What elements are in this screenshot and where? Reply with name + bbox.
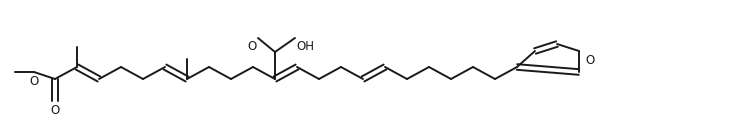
Text: O: O [248, 40, 257, 53]
Text: OH: OH [296, 40, 314, 53]
Text: O: O [29, 75, 39, 88]
Text: O: O [51, 104, 59, 117]
Text: O: O [585, 55, 595, 67]
